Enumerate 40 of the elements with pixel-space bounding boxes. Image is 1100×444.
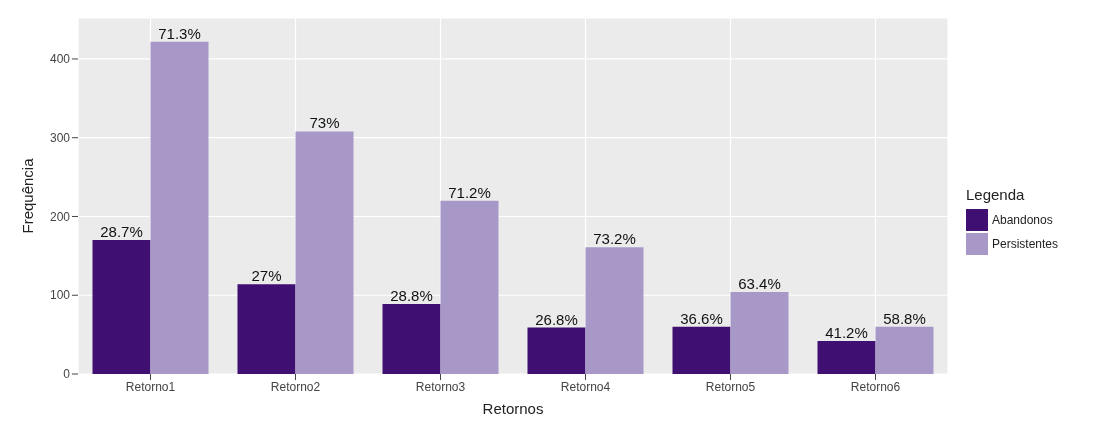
legend-label: Persistentes: [992, 236, 1059, 251]
x-tick-label: Retorno4: [560, 379, 611, 394]
annotation: 28.7%: [100, 223, 143, 241]
x-tick-label: Retorno1: [125, 379, 176, 394]
annotation: 71.2%: [448, 183, 491, 201]
bar: [92, 240, 151, 374]
annotation: 26.8%: [535, 310, 578, 328]
annotation: 27%: [251, 267, 282, 285]
annotation: 73.2%: [593, 230, 636, 248]
annotation: 58.8%: [883, 309, 926, 327]
x-tick-label: Retorno2: [270, 379, 321, 394]
bar: [875, 326, 934, 374]
annotation: 63.4%: [738, 275, 781, 293]
legend-label: Abandonos: [992, 212, 1053, 227]
bar: [585, 247, 644, 374]
y-axis-title: Frequência: [19, 157, 37, 234]
bar: [237, 284, 296, 374]
x-tick-label: Retorno3: [415, 379, 466, 394]
annotation: 71.3%: [158, 24, 201, 42]
annotation: 41.2%: [825, 323, 868, 341]
annotation: 73%: [309, 114, 340, 132]
bar: [382, 303, 441, 374]
y-tick-label: 0: [63, 367, 71, 382]
x-tick-label: Retorno5: [705, 379, 756, 394]
bar: [672, 326, 731, 374]
bar: [295, 131, 354, 374]
bar: [527, 327, 586, 374]
bar: [730, 292, 789, 374]
bar: [150, 41, 209, 374]
y-tick-label: 100: [49, 288, 71, 303]
annotation: 36.6%: [680, 309, 723, 327]
y-tick-label: 300: [49, 130, 71, 145]
bar: [440, 200, 499, 374]
legend-title: Legenda: [966, 185, 1026, 203]
bar: [817, 340, 876, 374]
x-axis-title: Retornos: [482, 400, 544, 417]
x-tick-label: Retorno6: [850, 379, 901, 394]
annotation: 28.8%: [390, 286, 433, 304]
y-tick-label: 400: [49, 52, 71, 67]
y-tick-label: 200: [49, 209, 71, 224]
